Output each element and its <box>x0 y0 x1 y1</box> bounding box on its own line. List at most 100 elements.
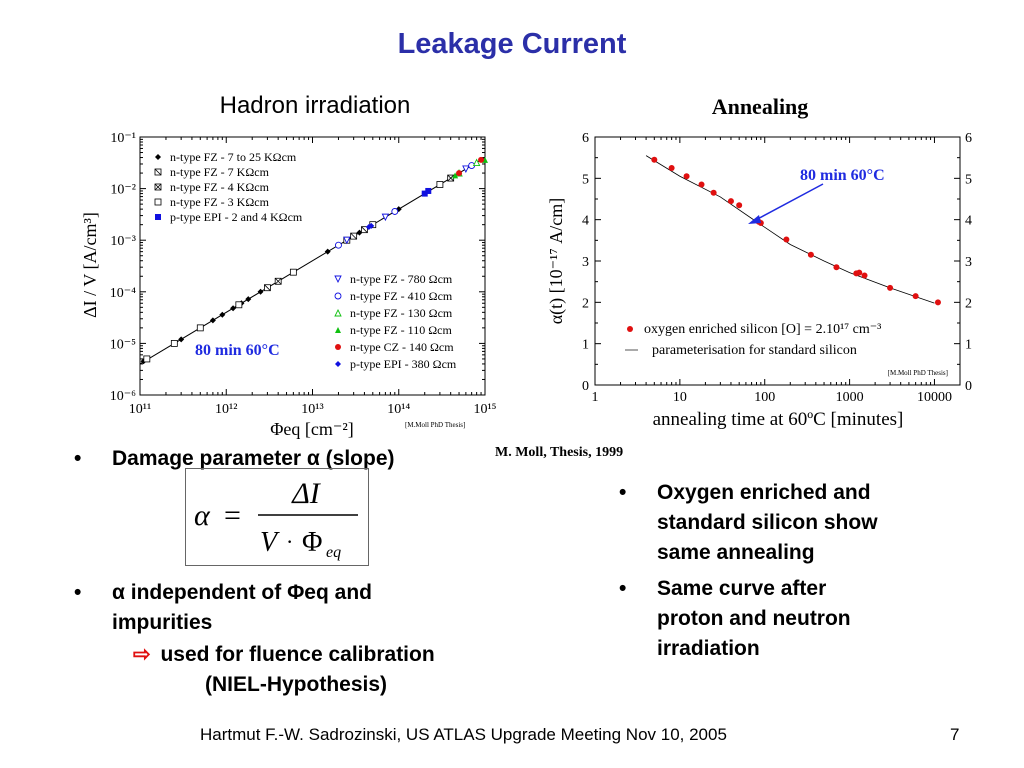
bullet-dot: • <box>619 481 627 504</box>
left-data-point-s1 <box>361 226 368 234</box>
left-legend-top-marker <box>154 198 162 206</box>
left-x-tick-label: 10¹⁴ <box>387 402 410 417</box>
right-y-axis-label: α(t) [10⁻¹⁷ A/cm] <box>546 198 567 325</box>
left-legend-bottom-label: n-type FZ - 410 Ωcm <box>350 289 453 303</box>
left-legend-top-marker <box>154 168 162 176</box>
left-legend-bottom-marker <box>334 275 342 284</box>
left-x-axis-label: Φeq [cm⁻²] <box>270 419 354 439</box>
left-data-point-s9 <box>456 170 463 177</box>
left-legend-bottom-label: n-type FZ - 130 Ωcm <box>350 306 453 320</box>
bullet-oxygen: • Oxygen enriched and standard silicon s… <box>619 478 878 568</box>
left-data-point-s3 <box>170 339 178 347</box>
left-x-tick-label: 10¹¹ <box>129 402 151 417</box>
right-data-point <box>887 284 894 291</box>
left-legend-top-label: p-type EPI - 2 and 4 KΩcm <box>170 210 303 224</box>
right-data-point <box>668 165 675 171</box>
right-y-tick-label-right: 5 <box>965 172 972 187</box>
left-y-tick-label: 10⁻⁶ <box>110 389 136 404</box>
left-data-point-s0 <box>356 229 363 236</box>
left-legend-top-marker <box>155 214 161 220</box>
bullet-oxygen-line-1: Oxygen enriched and <box>657 481 871 504</box>
left-data-point-s2-x2 <box>447 174 454 182</box>
left-y-tick-label: 10⁻⁴ <box>110 286 136 301</box>
left-x-tick-label: 10¹⁵ <box>473 402 496 417</box>
left-data-point-s10 <box>368 222 375 229</box>
left-data-point-s3 <box>143 355 151 363</box>
left-data-point-s0 <box>245 296 252 303</box>
right-x-tick-label: 1000 <box>836 390 864 405</box>
sub-bullet-text-fluence: used for fluence calibration <box>160 643 435 666</box>
right-data-point <box>651 156 658 163</box>
bullet-alpha-independent: • α independent of Φeq and impurities <box>74 578 372 638</box>
bullet-text-independent-2: impurities <box>112 611 213 634</box>
right-data-point <box>833 264 840 271</box>
left-legend-bottom-marker <box>334 292 342 300</box>
left-legend-top-marker-slash <box>154 168 162 176</box>
bullet-same-curve: • Same curve after proton and neutron ir… <box>619 574 851 664</box>
right-x-tick-label: 10000 <box>917 390 952 405</box>
right-y-tick-label-right: 2 <box>965 296 972 311</box>
right-legend-standard: parameterisation for standard silicon <box>652 343 857 358</box>
left-annotation: 80 min 60°C <box>195 342 280 359</box>
bullet-text-independent-1: α independent of Φeq and <box>112 581 372 604</box>
bullet-dot: • <box>619 577 627 600</box>
sub-bullet-niel: (NIEL-Hypothesis) <box>205 673 388 696</box>
right-y-tick-label-right: 3 <box>965 255 972 270</box>
right-data-point <box>698 181 705 188</box>
left-data-point-s3 <box>289 268 297 276</box>
right-y-tick-label: 3 <box>582 255 589 270</box>
arrow-icon: ⇨ <box>133 643 151 666</box>
left-legend-bottom-marker <box>335 361 341 367</box>
left-data-point-s7 <box>472 158 481 166</box>
left-legend-top-label: n-type FZ - 4 KΩcm <box>170 180 270 194</box>
left-legend-bottom-label: n-type FZ - 110 Ωcm <box>350 323 452 337</box>
formula-denominator-v: V <box>260 527 280 558</box>
left-legend-top-label: n-type FZ - 3 KΩcm <box>170 195 270 209</box>
annealing-chart: 0 01 12 23 34 45 56 61 10 100 1000 10000 80 min 60°… <box>546 131 972 430</box>
bullet-same-curve-line-1: Same curve after <box>657 577 827 600</box>
formula-phi: Φ <box>302 527 322 558</box>
left-y-tick-label: 10⁻³ <box>110 234 136 249</box>
left-legend-bottom-marker <box>334 308 342 317</box>
left-data-point-s0 <box>178 336 185 343</box>
formula-eq-subscript: eq <box>326 544 341 561</box>
left-data-point-s9 <box>478 156 485 163</box>
right-y-tick-label: 1 <box>582 338 589 353</box>
left-data-point-s1-slash <box>361 226 368 233</box>
right-y-tick-label-right: 6 <box>965 131 972 146</box>
left-y-axis-label: ΔI / V [A/cm³] <box>80 212 100 318</box>
formula-equals: = <box>224 499 241 532</box>
right-y-tick-label: 0 <box>582 379 589 394</box>
right-data-point <box>727 198 734 205</box>
right-legend-marker-oxygen <box>627 326 633 332</box>
right-x-tick-label: 100 <box>754 390 775 405</box>
left-data-point-s5 <box>343 236 351 245</box>
slide-footer: Hartmut F.-W. Sadrozinski, US ATLAS Upgr… <box>200 725 727 744</box>
left-data-point-s3 <box>235 301 243 309</box>
right-y-tick-label: 2 <box>582 296 589 311</box>
left-legend-top-marker <box>154 183 162 191</box>
right-y-tick-label: 6 <box>582 131 589 146</box>
left-data-point-s1-slash <box>350 232 357 240</box>
formula-dot: · <box>286 529 293 554</box>
slide-title: Leakage Current <box>397 28 627 60</box>
formula-alpha: α <box>194 499 211 532</box>
annotation-arrow <box>751 183 824 223</box>
left-data-point-s0 <box>219 311 226 318</box>
left-y-tick-label: 10⁻⁵ <box>110 337 136 352</box>
bullet-text-damage: Damage parameter α (slope) <box>112 447 395 470</box>
left-source: [M.Moll PhD Thesis] <box>405 421 465 429</box>
left-legend-bottom-marker <box>335 327 341 333</box>
bullet-same-curve-line-2: proton and neutron <box>657 607 851 630</box>
right-data-point <box>934 299 941 306</box>
left-data-point-s1-slash <box>264 284 271 291</box>
right-data-point <box>783 236 790 243</box>
left-legend-bottom-label: n-type CZ - 140 Ωcm <box>350 340 454 354</box>
formula-box: α = ΔI V · Φ eq <box>185 468 369 566</box>
left-data-point-s0 <box>230 305 237 312</box>
left-data-point-s1 <box>350 232 358 240</box>
left-data-point-s5 <box>381 213 390 222</box>
left-data-point-s8 <box>452 172 459 179</box>
right-x-tick-label: 10 <box>673 390 687 405</box>
right-y-tick-label-right: 0 <box>965 379 972 394</box>
